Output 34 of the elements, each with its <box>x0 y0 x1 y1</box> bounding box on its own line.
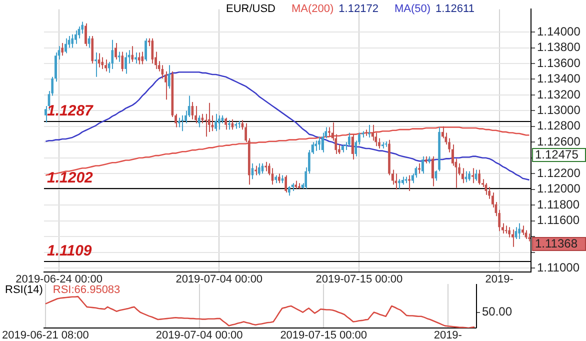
y-tick-label: 1.11600 <box>537 213 580 228</box>
y-tick-label: 1.13800 <box>537 40 581 54</box>
text: 1.12475 <box>535 147 579 162</box>
y-tick-label: 1.13600 <box>537 56 581 70</box>
x-tick-label: 2019-07-15 00:00 <box>316 274 403 286</box>
x-tick-label: 2019-06-24 00:00 <box>16 274 102 286</box>
x-tick-label: 2019-06-21 08:00 <box>2 330 89 341</box>
y-tick-label: 1.12600 <box>537 134 581 148</box>
y-tick-label: 1.12200 <box>537 166 581 180</box>
ref-line-label: 1.1202 <box>47 169 94 186</box>
y-tick-label: 1.13000 <box>537 103 581 118</box>
y-tick-label: 1.11000 <box>537 260 580 274</box>
y-tick-label: 1.11800 <box>537 197 580 212</box>
y-tick-label: 1.14000 <box>537 24 581 38</box>
x-tick-label: 2019-07-04 00:00 <box>156 330 243 341</box>
x-tick-label: 2019-07-15 00:00 <box>280 330 368 341</box>
y-tick-label: 1.13200 <box>537 87 581 102</box>
y-tick-label: 1.12000 <box>537 182 581 196</box>
x-tick-label: 2019- <box>485 274 514 286</box>
chart-title: EUR/USD <box>226 3 276 16</box>
text: RSI(14) <box>5 284 43 296</box>
ref-line-label: 1.1287 <box>47 102 94 120</box>
text: 1.11368 <box>535 236 578 250</box>
ref-line-label: 1.1109 <box>47 242 92 260</box>
annotation: 1.12172 <box>338 3 378 16</box>
text: MA(200) <box>292 3 334 16</box>
annotation: 1.12611 <box>436 3 474 16</box>
text: RSI:66.95083 <box>52 284 120 296</box>
y-tick-label: 1.13400 <box>537 72 581 86</box>
text: 50.00 <box>482 304 512 318</box>
text: MA(50) <box>394 3 431 16</box>
y-tick-label: 1.12800 <box>537 118 581 133</box>
x-tick-label: 2019-07-04 00:00 <box>176 274 263 286</box>
x-tick-label: 2019- <box>434 330 462 341</box>
